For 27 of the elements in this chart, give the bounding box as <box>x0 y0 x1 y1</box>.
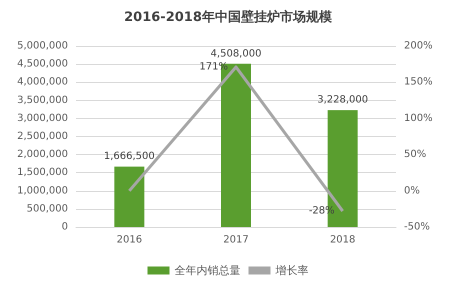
y-tick-label: 500,000 <box>26 203 68 214</box>
y2-tick-label: 50% <box>404 149 426 160</box>
y2-tick-label: -50% <box>404 222 430 232</box>
y-tick-label: 1,500,000 <box>17 167 68 178</box>
y2-tick-label: 200% <box>404 40 433 52</box>
bar <box>114 166 144 227</box>
y2-tick-label: 0% <box>404 185 420 196</box>
y-tick-label: 4,500,000 <box>17 58 68 70</box>
y-tick-label: 2,500,000 <box>17 131 68 142</box>
y-tick-label: 5,000,000 <box>17 40 68 52</box>
y-tick-label: 3,000,000 <box>17 112 68 124</box>
chart-title: 2016-2018年中国壁挂炉市场规模 <box>124 9 332 25</box>
x-tick-label: 2018 <box>330 234 356 246</box>
y-tick-label: 4,000,000 <box>17 76 68 88</box>
y2-tick-label: 150% <box>404 76 433 88</box>
legend-label: 增长率 <box>274 264 308 277</box>
data-label: 4,508,000 <box>210 48 262 60</box>
y-tick-label: 0 <box>62 222 68 232</box>
y-tick-label: 3,500,000 <box>17 94 68 106</box>
data-label: 1,666,500 <box>104 151 155 162</box>
y-tick-label: 1,000,000 <box>17 185 68 196</box>
x-tick-label: 2016 <box>116 234 142 246</box>
y2-tick-label: 100% <box>404 112 433 124</box>
legend-label: 全年内销总量 <box>174 264 240 277</box>
x-tick-label: 2017 <box>223 234 249 246</box>
data-label: 3,228,000 <box>317 94 368 106</box>
y-tick-label: 2,000,000 <box>17 149 68 160</box>
